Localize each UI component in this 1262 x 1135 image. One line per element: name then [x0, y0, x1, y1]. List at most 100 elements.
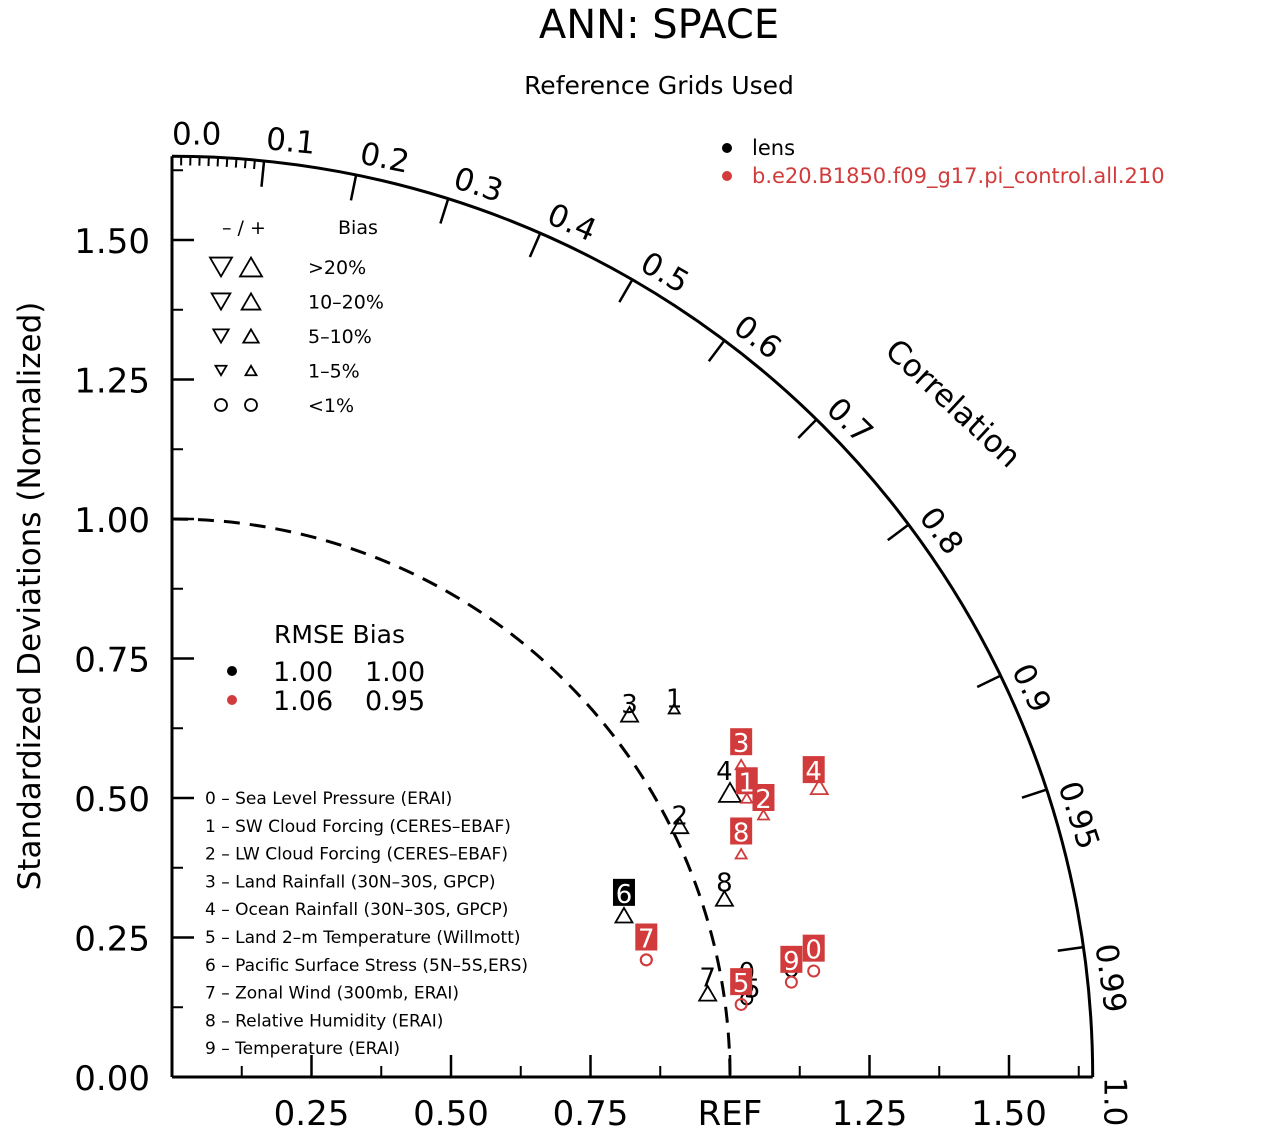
bias-legend-row: <1% [214, 395, 354, 417]
correlation-minor-tick [243, 159, 247, 169]
correlation-tick-label: 0.99 [1087, 941, 1132, 1014]
point-label: 4 [805, 757, 822, 787]
correlation-minor-tick [253, 159, 256, 170]
point-label-box [752, 784, 775, 811]
correlation-tick-label: 0.4 [542, 197, 602, 250]
point-label: 5 [733, 969, 750, 999]
y-tick-label: 0.75 [74, 641, 150, 681]
correlation-tick-label: 0.8 [912, 501, 970, 562]
point-label: 7 [699, 964, 716, 994]
variable-list-item: 5 – Land 2–m Temperature (Willmott) [205, 928, 521, 948]
y-tick-label: 0.00 [74, 1059, 150, 1099]
point-label-box [730, 728, 753, 756]
bias-legend-row-label: <1% [308, 395, 354, 417]
variable-list-item: 8 – Relative Humidity (ERAI) [205, 1011, 443, 1031]
correlation-major-tick [1021, 788, 1048, 799]
y-tick-label: 0.50 [74, 780, 150, 820]
variable-list-item: 6 – Pacific Surface Stress (5N–5S,ERS) [205, 956, 528, 976]
point-label-box [612, 878, 635, 906]
point-label: 1 [666, 685, 683, 715]
point-label: 3 [621, 690, 638, 720]
y-axis-ticks: 0.00 0.25 0.50 0.75 1.00 1.25 1.50 [74, 169, 194, 1099]
correlation-minor-tick [225, 157, 229, 168]
summary-marker-lens [227, 666, 237, 676]
point-lens-3 [619, 705, 640, 723]
correlation-axis-label: Correlation [878, 332, 1028, 475]
y-tick-label: 1.50 [74, 222, 150, 262]
bias-legend-header: Bias [338, 217, 378, 239]
variable-list: 0 – Sea Level Pressure (ERAI) 1 – SW Clou… [205, 789, 528, 1059]
y-tick-label: 0.25 [74, 920, 150, 960]
point-lens-7 [697, 984, 718, 1002]
point-label-box [780, 945, 803, 973]
chart-title: ANN: SPACE [539, 2, 779, 48]
bias-legend-signs: – / + [222, 217, 266, 239]
legend-marker-lens [722, 143, 732, 153]
point-label: 8 [733, 818, 750, 848]
ref-label: REF [698, 1094, 763, 1134]
correlation-major-tick [797, 418, 818, 439]
bias-legend-row-label: 10–20% [308, 292, 384, 314]
summary-table: RMSE Bias 1.00 1.00 1.06 0.95 [227, 620, 425, 717]
correlation-major-tick [349, 174, 358, 201]
correlation-arc [171, 154, 1095, 1078]
bias-down-triangle-icon [208, 256, 234, 279]
point-label: 4 [716, 757, 733, 787]
correlation-tick-label: 1.0 [1097, 1077, 1133, 1126]
point-labels: 3124870596312487590 [612, 685, 825, 1005]
correlation-major-tick [618, 279, 634, 303]
bias-down-triangle-icon [211, 328, 231, 345]
correlation-major-tick [707, 339, 726, 362]
x-tick-label: 1.50 [971, 1094, 1047, 1134]
summary-marker-model [227, 695, 237, 705]
point-model-7 [639, 953, 653, 967]
variable-list-item: 4 – Ocean Rainfall (30N–30S, GPCP) [205, 900, 508, 920]
bias-legend-row: 1–5% [213, 361, 360, 383]
point-label-box [730, 968, 753, 996]
legend-marker-model [722, 171, 732, 181]
correlation-tick-label: 0.95 [1051, 777, 1107, 854]
point-label: 2 [755, 785, 772, 815]
point-label-box [802, 934, 825, 962]
correlation-major-tick [976, 674, 1002, 689]
variable-list-item: 0 – Sea Level Pressure (ERAI) [205, 789, 452, 809]
bias-up-triangle-icon [243, 363, 259, 377]
bias-legend-row-label: 1–5% [308, 361, 360, 383]
summary-rmse-model: 1.06 [273, 686, 333, 717]
summary-bias-lens: 1.00 [365, 657, 425, 688]
point-label: 7 [638, 925, 655, 955]
bias-legend: – / + Bias >20% 10–20% 5–10% 1–5% <1% [208, 217, 384, 417]
reference-std-arc [171, 517, 732, 1078]
variable-list-item: 7 – Zonal Wind (300mb, ERAI) [205, 984, 459, 1004]
y-tick-label: 1.25 [74, 362, 150, 402]
correlation-major-tick [528, 232, 542, 258]
point-label: 3 [733, 729, 750, 759]
correlation-tick-label: 0.7 [819, 391, 879, 451]
variable-list-item: 9 – Temperature (ERAI) [205, 1039, 400, 1059]
bias-legend-row: 5–10% [211, 326, 372, 348]
point-label: 2 [672, 802, 689, 832]
point-label: 6 [616, 880, 633, 910]
correlation-major-tick [1057, 945, 1084, 953]
point-label-box [802, 756, 825, 784]
correlation-major-tick [887, 523, 910, 542]
bias-circle-icon [244, 398, 258, 412]
point-model-8 [734, 847, 749, 860]
bias-down-triangle-icon [210, 292, 232, 312]
correlation-tick-label: 0.9 [1004, 658, 1058, 718]
point-lens-2 [669, 816, 690, 835]
summary-header: RMSE Bias [274, 620, 405, 649]
point-label: 0 [805, 936, 822, 966]
correlation-tick-label: 0.2 [357, 136, 412, 181]
bias-up-triangle-icon [240, 291, 262, 311]
point-model-4 [809, 777, 830, 796]
data-points [613, 702, 830, 1011]
point-label: 8 [716, 869, 733, 899]
point-lens-1 [667, 702, 682, 715]
model-legend: lens b.e20.B1850.f09_g17.pi_control.all.… [722, 136, 1165, 189]
point-label-box [735, 767, 758, 795]
x-axis-ticks: 0.25 0.50 0.75 1.25 1.50 [240, 1055, 1080, 1134]
correlation-major-tick [260, 160, 266, 187]
point-model-5 [734, 997, 748, 1011]
point-model-2 [756, 808, 771, 821]
